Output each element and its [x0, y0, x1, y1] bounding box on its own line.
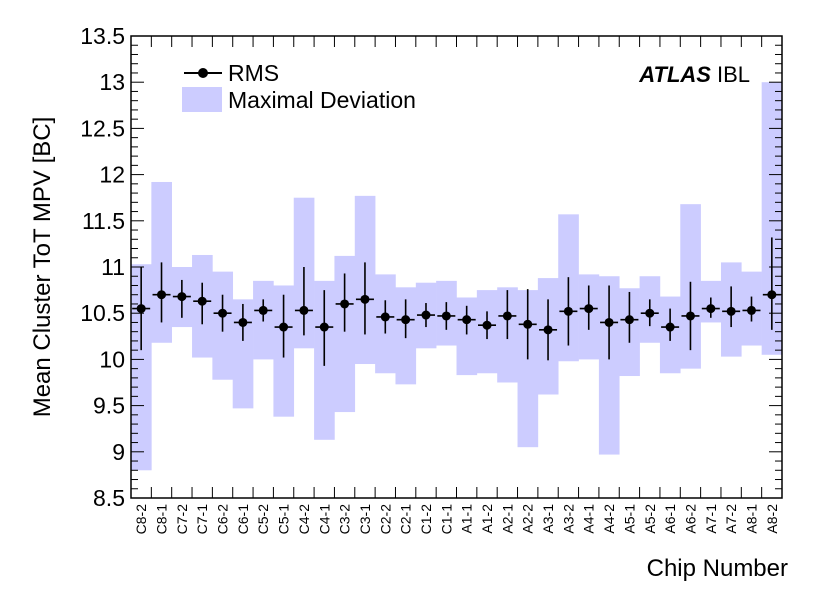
point-C4-1	[319, 322, 329, 332]
x-tick-label-C6-1: C6-1	[235, 504, 251, 535]
x-tick-label-A6-2: A6-2	[682, 504, 698, 534]
point-A3-1	[543, 325, 553, 335]
point-C8-2	[136, 304, 146, 314]
ibl-label: IBL	[717, 62, 750, 87]
point-A1-2	[482, 320, 492, 330]
point-A8-1	[746, 305, 756, 315]
y-tick-label: 13	[99, 69, 125, 95]
point-C6-2	[218, 308, 228, 318]
legend-rms-marker	[198, 68, 208, 78]
x-tick-label-A5-2: A5-2	[642, 504, 658, 534]
band-C8-2	[131, 264, 152, 471]
legend-band-label: Maximal Deviation	[228, 87, 416, 113]
x-tick-label-A1-1: A1-1	[459, 504, 475, 534]
point-A4-2	[604, 317, 614, 327]
point-C7-2	[177, 292, 187, 302]
x-tick-label-A8-2: A8-2	[764, 504, 780, 534]
point-A6-1	[665, 322, 675, 332]
point-C1-2	[421, 310, 431, 320]
x-axis: C8-2 C8-1 C7-2 C7-1 C6-2 C6-1 C5-2 C5-1 C4-2 C4-1…	[130, 36, 783, 535]
point-C5-2	[258, 305, 268, 315]
y-axis-title: Mean Cluster ToT MPV [BC]	[29, 117, 56, 418]
y-axis: 8.5 9 9.5 10 10.5 11 11.5 12 12.5 13 13.5	[80, 23, 782, 511]
y-tick-label: 10	[99, 346, 125, 372]
point-C8-1	[157, 290, 167, 300]
x-tick-label-C1-1: C1-1	[438, 504, 454, 535]
x-tick-label-C6-2: C6-2	[215, 504, 231, 535]
point-C7-1	[197, 296, 207, 306]
y-tick-label: 11	[101, 254, 125, 280]
point-A6-2	[685, 311, 695, 321]
legend: RMS Maximal Deviation	[182, 60, 416, 113]
point-C4-2	[299, 305, 309, 315]
x-axis-title: Chip Number	[647, 555, 788, 582]
x-tick-label-A4-2: A4-2	[601, 504, 617, 534]
point-A5-1	[624, 315, 634, 325]
point-A2-1	[502, 311, 512, 321]
x-tick-label-A2-1: A2-1	[499, 504, 515, 534]
x-tick-label-A1-2: A1-2	[479, 504, 495, 534]
band-A2-2	[517, 290, 539, 448]
x-tick-label-C8-2: C8-2	[133, 504, 149, 535]
point-A4-1	[584, 304, 594, 314]
x-tick-label-A3-1: A3-1	[540, 504, 556, 534]
point-A2-2	[523, 319, 533, 329]
x-tick-label-A5-1: A5-1	[621, 504, 637, 534]
deviation-bands	[131, 82, 783, 471]
x-tick-label-C8-1: C8-1	[154, 504, 170, 535]
x-tick-label-C3-1: C3-1	[357, 504, 373, 535]
y-tick-label: 9	[112, 439, 125, 465]
x-tick-label-A7-1: A7-1	[703, 504, 719, 534]
point-C5-1	[279, 322, 289, 332]
point-C3-2	[340, 299, 350, 309]
y-tick-label: 13.5	[80, 23, 125, 49]
point-C3-1	[360, 294, 370, 304]
point-C2-1	[401, 315, 411, 325]
x-tick-label-C5-2: C5-2	[255, 504, 271, 535]
y-tick-label: 12.5	[80, 115, 125, 141]
point-A7-2	[726, 306, 736, 316]
y-tick-label: 8.5	[93, 485, 125, 511]
point-A5-2	[645, 308, 655, 318]
point-A3-2	[563, 306, 573, 316]
x-tick-label-A8-1: A8-1	[743, 504, 759, 534]
x-tick-label-C7-2: C7-2	[174, 504, 190, 535]
y-tick-label: 12	[99, 162, 125, 188]
x-tick-label-A3-2: A3-2	[560, 504, 576, 534]
experiment-label: ATLAS IBL	[638, 62, 750, 87]
band-A8-2	[761, 82, 783, 355]
x-tick-label-A2-2: A2-2	[520, 504, 536, 534]
x-tick-label-A6-1: A6-1	[662, 504, 678, 534]
y-tick-label: 9.5	[93, 393, 125, 419]
point-A1-1	[462, 315, 472, 325]
x-tick-label-A4-1: A4-1	[581, 504, 597, 534]
x-tick-label-C1-2: C1-2	[418, 504, 434, 535]
point-A8-2	[767, 290, 777, 300]
band-A1-1	[456, 297, 478, 376]
x-tick-label-C2-1: C2-1	[398, 504, 414, 535]
legend-rms-label: RMS	[228, 60, 279, 86]
point-C2-2	[380, 312, 390, 322]
band-C6-1	[232, 299, 254, 409]
x-tick-label-C2-2: C2-2	[377, 504, 393, 535]
band-A4-2	[598, 276, 620, 455]
point-C6-1	[238, 317, 248, 327]
y-tick-label: 10.5	[80, 300, 125, 326]
point-A7-1	[706, 304, 716, 314]
y-tick-label: 11.5	[82, 208, 125, 234]
x-tick-label-C5-1: C5-1	[276, 504, 292, 535]
rms-points	[136, 290, 777, 335]
x-tick-label-C4-1: C4-1	[316, 504, 332, 535]
x-tick-label-C7-1: C7-1	[194, 504, 210, 535]
legend-band-swatch	[182, 87, 222, 112]
point-C1-1	[441, 311, 451, 321]
band-C3-2	[334, 255, 356, 413]
atlas-label: ATLAS	[638, 62, 711, 87]
x-tick-label-C4-2: C4-2	[296, 504, 312, 535]
x-tick-label-C3-2: C3-2	[337, 504, 353, 535]
x-tick-label-A7-2: A7-2	[723, 504, 739, 534]
